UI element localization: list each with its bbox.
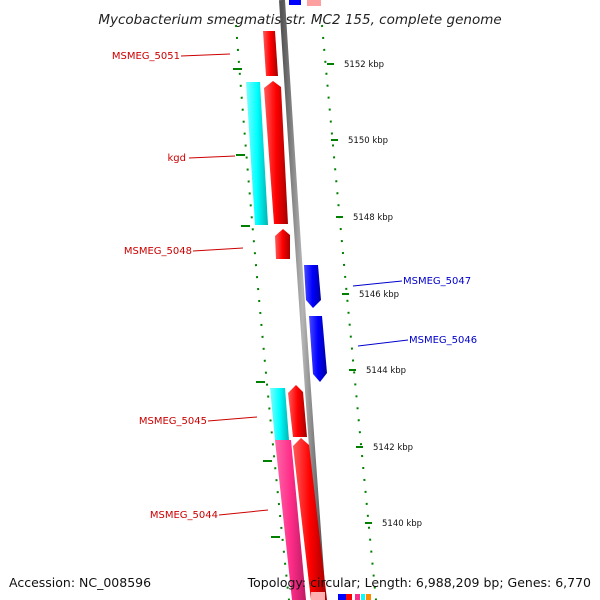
- scale-tick-label: 5144 kbp: [366, 366, 406, 376]
- gene-label-MSMEG_5044[interactable]: MSMEG_5044: [150, 509, 269, 521]
- bottom-edge-features: [311, 592, 371, 600]
- outer-dotted-ring: [321, 24, 377, 600]
- gene-label-MSMEG_5047[interactable]: MSMEG_5047: [352, 276, 471, 287]
- scale-tick-label: 5150 kbp: [348, 136, 388, 146]
- scale-tick: 5150 kbp: [331, 136, 388, 146]
- scale-tick-label: 5152 kbp: [344, 60, 384, 70]
- scale-tick: 5140 kbp: [365, 519, 422, 529]
- gene-label-text: MSMEG_5047: [403, 276, 471, 287]
- scale-tick: 5146 kbp: [342, 290, 399, 300]
- scale-tick: 5144 kbp: [349, 366, 406, 376]
- gene-label-text: MSMEG_5046: [409, 335, 477, 346]
- gene-feature-MSMEG_5045[interactable]: [288, 385, 307, 437]
- scale-tick: 5148 kbp: [336, 213, 393, 223]
- scale-tick-label: 5146 kbp: [359, 290, 399, 300]
- gene-label-MSMEG_5046[interactable]: MSMEG_5046: [357, 335, 477, 347]
- scale-tick: 5142 kbp: [356, 443, 413, 453]
- gene-feature-MSMEG_5046[interactable]: [309, 316, 327, 382]
- gene-label-MSMEG_5048[interactable]: MSMEG_5048: [124, 246, 244, 257]
- gene-label-text: MSMEG_5048: [124, 246, 192, 257]
- gene-label-text: MSMEG_5045: [139, 416, 207, 427]
- gene-label-MSMEG_5051[interactable]: MSMEG_5051: [112, 51, 231, 62]
- top-edge-forward-feature: [307, 0, 321, 6]
- pink-feature-MSMEG_5044[interactable]: [275, 440, 306, 600]
- accession-text: Accession: NC_008596: [9, 575, 151, 590]
- gene-label-text: kgd: [168, 153, 187, 164]
- gene-feature-kgd[interactable]: [264, 81, 288, 224]
- inner-ring-ticks: [233, 68, 280, 538]
- gene-feature-MSMEG_5047[interactable]: [304, 265, 321, 308]
- rna-feature-MSMEG_5045-region[interactable]: [270, 388, 289, 440]
- inner-dotted-ring: [235, 24, 290, 600]
- scale-tick-label: 5148 kbp: [353, 213, 393, 223]
- scale-tick-label: 5140 kbp: [382, 519, 422, 529]
- gene-features: [246, 31, 327, 600]
- gene-feature-MSMEG_5048[interactable]: [275, 229, 290, 259]
- gene-label-kgd[interactable]: kgd: [168, 153, 236, 164]
- scale-tick-label: 5142 kbp: [373, 443, 413, 453]
- gene-feature-MSMEG_5051[interactable]: [263, 31, 278, 76]
- scale-ticks: 5152 kbp 5150 kbp 5148 kbp 5146 kbp 5144…: [327, 60, 422, 529]
- gene-feature-MSMEG_5044[interactable]: [293, 438, 327, 600]
- map-title: Mycobacterium smegmatis str. MC2 155, co…: [98, 12, 501, 28]
- rna-feature-kgd-region[interactable]: [246, 82, 268, 225]
- gene-label-text: MSMEG_5044: [150, 510, 218, 521]
- gene-labels: MSMEG_5051 kgd MSMEG_5048 MSMEG_5047 MSM…: [112, 51, 477, 521]
- scale-tick: 5152 kbp: [327, 60, 384, 70]
- genome-summary-text: Topology: circular; Length: 6,988,209 bp…: [247, 575, 591, 590]
- gene-label-MSMEG_5045[interactable]: MSMEG_5045: [139, 416, 258, 427]
- top-edge-reverse-feature: [289, 0, 301, 5]
- gene-label-text: MSMEG_5051: [112, 51, 180, 62]
